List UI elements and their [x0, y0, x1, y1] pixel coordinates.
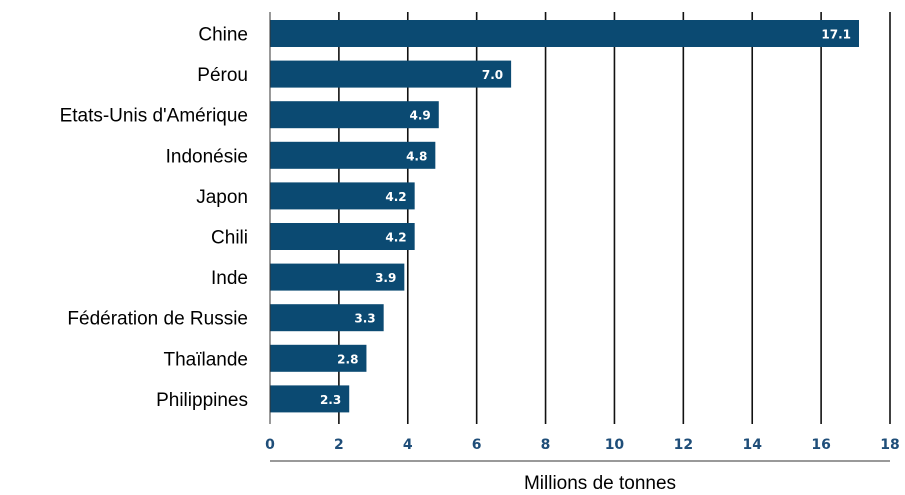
data-label: 4.2 [385, 190, 406, 204]
category-label: Inde [211, 268, 248, 289]
category-label: Etats-Unis d'Amérique [60, 106, 248, 127]
x-tick-label: 6 [472, 437, 482, 453]
bar [270, 344, 367, 372]
bar [270, 101, 439, 129]
bar [270, 182, 415, 210]
bars [270, 20, 859, 413]
category-labels: Chine Pérou Etats-Unis d'Amérique Indonésie… [60, 25, 248, 411]
data-label: 4.2 [385, 231, 406, 245]
bar [270, 263, 405, 291]
data-label: 4.8 [406, 149, 427, 163]
data-label: 4.9 [410, 109, 431, 123]
data-label: 3.3 [354, 312, 375, 326]
bar [270, 223, 415, 250]
bar [270, 20, 859, 47]
bar [270, 141, 436, 169]
data-label: 3.9 [375, 271, 396, 285]
x-axis-title: Millions de tonnes [524, 473, 676, 494]
x-axis: 0 2 4 6 8 10 12 14 16 18 [265, 12, 900, 462]
category-label: Fédération de Russie [67, 309, 248, 330]
x-tick-label: 4 [403, 437, 413, 453]
category-label: Chine [198, 25, 248, 46]
category-label: Chili [211, 228, 248, 249]
x-tick-label: 2 [334, 437, 344, 453]
category-label: Pérou [197, 65, 248, 86]
bar [270, 385, 350, 413]
bar [270, 304, 384, 332]
category-label: Indonésie [166, 146, 248, 167]
bar [270, 60, 512, 88]
value-labels: 17.1 7.0 4.9 4.8 4.2 4.2 3.9 3.3 2.8 2.3 [320, 28, 851, 407]
category-label: Philippines [156, 390, 248, 411]
x-tick-label: 16 [811, 437, 830, 453]
x-tick-label: 14 [742, 437, 762, 453]
data-label: 7.0 [482, 68, 503, 82]
x-tick-label: 12 [674, 437, 693, 453]
x-tick-label: 18 [880, 437, 899, 453]
category-label: Japon [196, 187, 248, 208]
data-label: 2.8 [337, 352, 358, 366]
x-tick-label: 0 [265, 437, 275, 453]
category-label: Thaïlande [163, 349, 248, 370]
data-label: 17.1 [821, 28, 851, 42]
x-tick-label: 8 [541, 437, 551, 453]
x-tick-label: 10 [605, 437, 625, 453]
data-label: 2.3 [320, 393, 341, 407]
